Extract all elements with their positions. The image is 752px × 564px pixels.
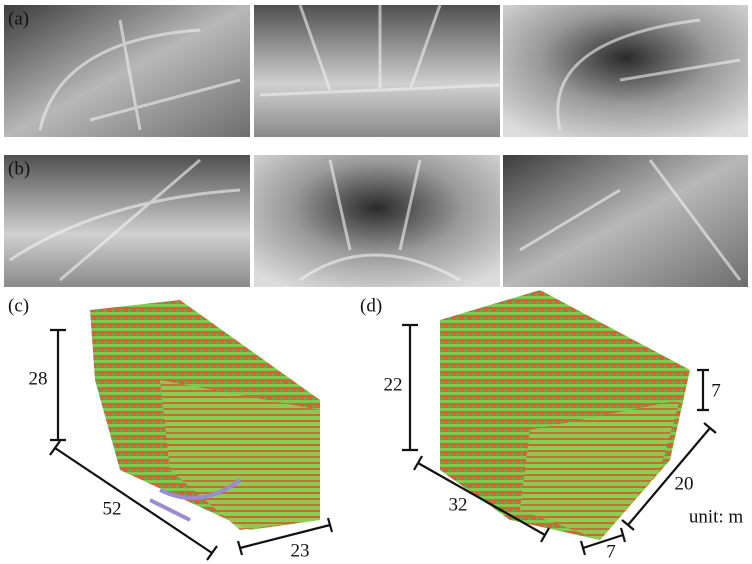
panel-label: (c)	[8, 295, 29, 316]
photo	[503, 5, 748, 137]
dimension-label: 7	[606, 541, 616, 562]
photo	[254, 5, 500, 137]
dimension-label: 28	[29, 368, 48, 389]
dimension-label: 7	[711, 380, 721, 401]
dimension-label: 23	[291, 540, 310, 561]
photo-row-a	[4, 5, 748, 137]
figure: (a) (b) (c) (d) 28 52 23 22 7 32 20 7 un…	[0, 0, 752, 564]
photo	[503, 155, 748, 287]
dimension-label: 52	[103, 498, 122, 519]
photo	[4, 5, 250, 137]
photo	[254, 155, 500, 287]
panel-label: (b)	[8, 158, 30, 179]
dimension-label: 22	[384, 374, 403, 395]
dimension-label: 32	[449, 494, 468, 515]
photo-row-b	[4, 155, 748, 287]
unit-label: unit: m	[689, 506, 744, 527]
panel-label: (d)	[360, 295, 382, 316]
dimension-label: 20	[675, 473, 694, 494]
panel-label: (a)	[8, 8, 29, 29]
point-cloud-d	[440, 290, 690, 540]
